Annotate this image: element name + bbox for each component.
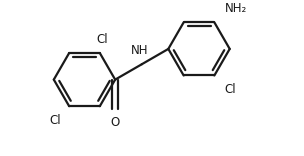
Text: NH: NH <box>131 44 148 57</box>
Text: Cl: Cl <box>225 83 236 96</box>
Text: O: O <box>111 116 120 129</box>
Text: NH₂: NH₂ <box>225 2 247 15</box>
Text: Cl: Cl <box>49 114 60 127</box>
Text: Cl: Cl <box>96 33 108 46</box>
